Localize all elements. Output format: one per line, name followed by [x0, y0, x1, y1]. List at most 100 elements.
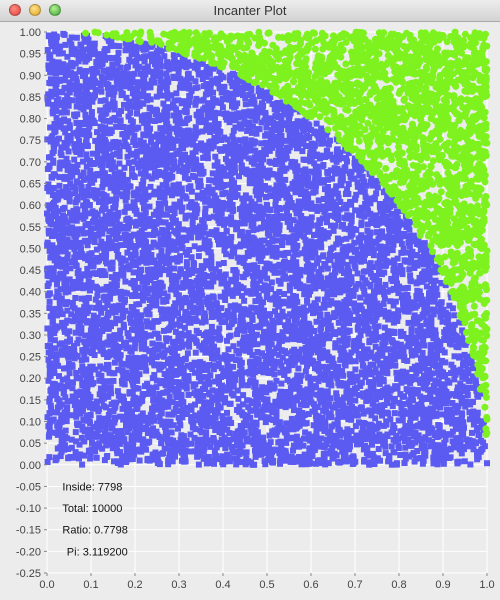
point-inside: [51, 148, 57, 154]
point-inside: [226, 346, 232, 352]
point-inside: [329, 423, 335, 429]
point-inside: [125, 177, 131, 183]
point-inside: [243, 192, 249, 198]
point-inside: [218, 148, 224, 154]
point-inside: [112, 360, 118, 366]
point-inside: [385, 411, 391, 417]
point-inside: [63, 428, 69, 434]
point-inside: [455, 460, 461, 466]
point-inside: [450, 305, 456, 311]
point-inside: [442, 349, 448, 355]
point-inside: [127, 110, 133, 116]
point-inside: [98, 89, 104, 95]
point-inside: [315, 458, 321, 464]
point-inside: [115, 367, 121, 373]
point-inside: [99, 190, 105, 196]
point-inside: [50, 317, 56, 323]
scatter-plot[interactable]: 1.000.950.900.850.800.750.700.650.600.55…: [0, 22, 500, 600]
point-inside: [45, 343, 51, 349]
point-inside: [174, 165, 180, 171]
point-inside: [382, 402, 388, 408]
point-inside: [338, 182, 344, 188]
point-inside: [287, 288, 293, 294]
point-inside: [344, 437, 350, 443]
point-inside: [91, 264, 97, 270]
point-inside: [73, 429, 79, 435]
point-inside: [315, 404, 321, 410]
point-inside: [244, 289, 250, 295]
point-inside: [220, 368, 226, 374]
point-inside: [51, 129, 57, 135]
point-inside: [392, 363, 398, 369]
point-inside: [268, 439, 274, 445]
point-inside: [135, 125, 141, 131]
point-inside: [46, 357, 52, 363]
point-inside: [151, 191, 157, 197]
point-inside: [352, 398, 358, 404]
point-inside: [277, 419, 283, 425]
point-inside: [92, 239, 98, 245]
point-inside: [128, 46, 134, 52]
point-inside: [118, 108, 124, 114]
point-inside: [195, 195, 201, 201]
point-inside: [126, 160, 132, 166]
point-inside: [397, 452, 403, 458]
point-inside: [199, 129, 205, 135]
point-inside: [445, 313, 451, 319]
point-inside: [401, 246, 407, 252]
point-inside: [142, 331, 148, 337]
window-title: Incanter Plot: [0, 3, 500, 18]
point-inside: [196, 462, 202, 468]
point-inside: [335, 417, 341, 423]
point-inside: [185, 350, 191, 356]
point-inside: [118, 117, 124, 123]
point-inside: [210, 96, 216, 102]
point-inside: [182, 78, 188, 84]
point-inside: [135, 82, 141, 88]
point-inside: [120, 270, 126, 276]
point-inside: [351, 292, 357, 298]
point-inside: [321, 196, 327, 202]
point-inside: [319, 206, 325, 212]
point-inside: [154, 94, 160, 100]
point-inside: [126, 125, 132, 131]
point-inside: [289, 416, 295, 422]
point-inside: [199, 320, 205, 326]
title-bar[interactable]: Incanter Plot: [0, 0, 500, 22]
point-inside: [240, 401, 246, 407]
point-inside: [300, 319, 306, 325]
point-inside: [326, 335, 332, 341]
data-points: [44, 29, 491, 468]
point-inside: [322, 297, 328, 303]
point-inside: [142, 57, 148, 63]
point-inside: [341, 205, 347, 211]
point-inside: [270, 460, 276, 466]
point-inside: [194, 328, 200, 334]
point-inside: [73, 438, 79, 444]
point-inside: [51, 312, 57, 318]
point-inside: [371, 454, 377, 460]
point-inside: [314, 436, 320, 442]
point-inside: [79, 462, 85, 468]
point-inside: [221, 135, 227, 141]
point-inside: [137, 458, 143, 464]
point-inside: [76, 337, 82, 343]
point-inside: [476, 432, 482, 438]
point-inside: [178, 432, 184, 438]
point-inside: [166, 232, 172, 238]
point-inside: [209, 314, 215, 320]
point-inside: [186, 392, 192, 398]
point-inside: [216, 110, 222, 116]
point-inside: [81, 106, 87, 112]
point-inside: [144, 311, 150, 317]
point-inside: [271, 363, 277, 369]
point-inside: [427, 307, 433, 313]
point-inside: [281, 291, 287, 297]
point-inside: [55, 189, 61, 195]
point-inside: [64, 339, 70, 345]
point-inside: [212, 154, 218, 160]
point-inside: [101, 118, 107, 124]
point-inside: [73, 370, 79, 376]
point-inside: [172, 75, 178, 81]
